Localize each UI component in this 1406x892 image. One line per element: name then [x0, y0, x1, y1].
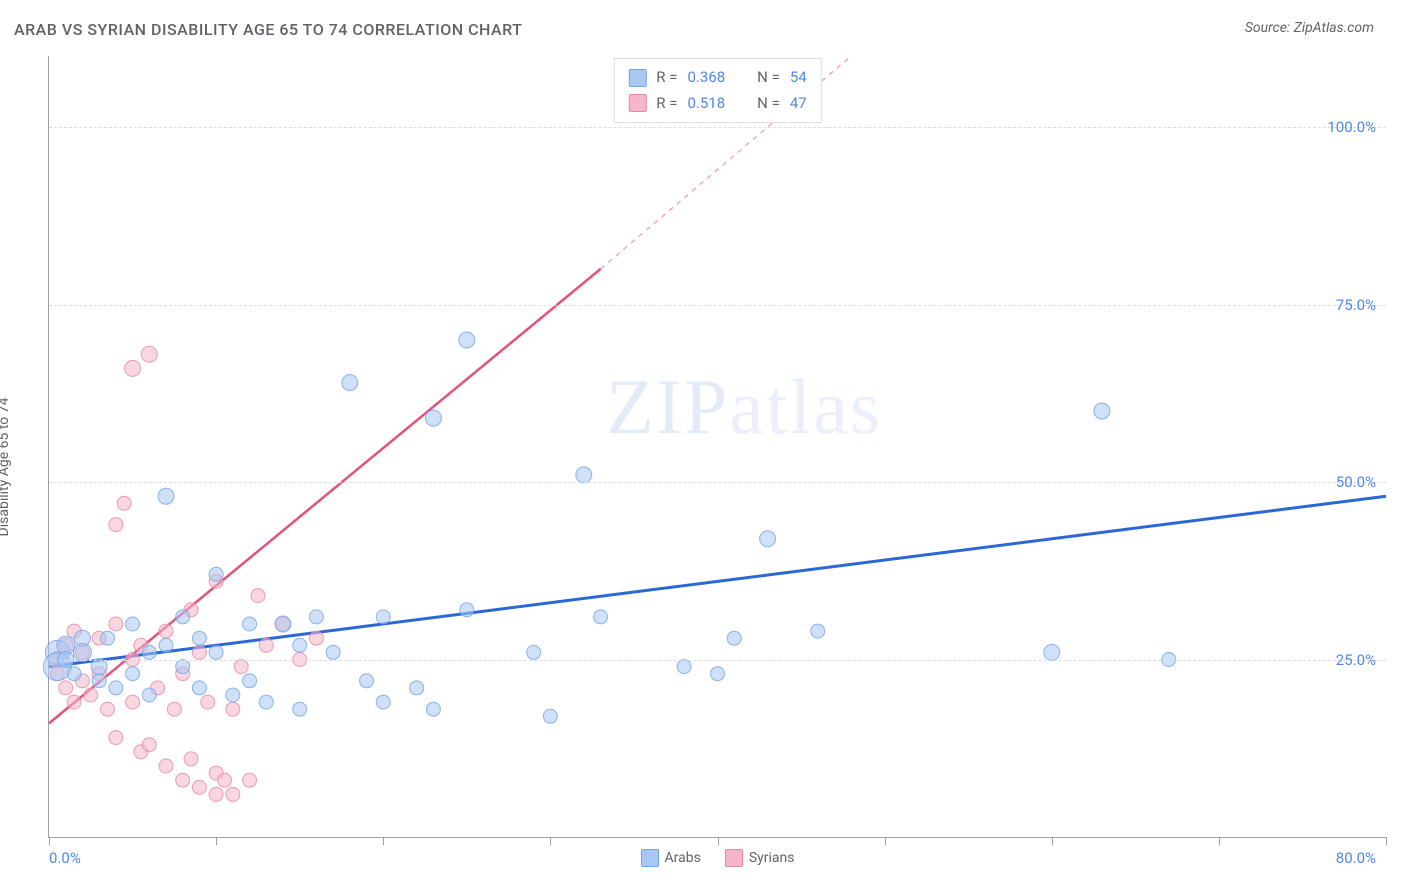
- plot-area: ZIPatlas R = 0.368 N = 54 R = 0.518 N = …: [48, 56, 1386, 838]
- chart-container: Disability Age 65 to 74 ZIPatlas R = 0.3…: [14, 56, 1386, 878]
- x-axis-label-min: 0.0%: [49, 849, 81, 867]
- y-tick-label: 25.0%: [1336, 651, 1376, 669]
- gridline-h: [49, 660, 1386, 661]
- y-axis-label: Disability Age 65 to 74: [0, 398, 12, 537]
- x-tick: [216, 837, 217, 845]
- x-tick: [383, 837, 384, 845]
- x-tick: [885, 837, 886, 845]
- stats-row-series1: R = 0.368 N = 54: [628, 65, 806, 91]
- legend-item-series1: Arabs: [641, 849, 701, 867]
- gridline-h: [49, 305, 1386, 306]
- legend-item-series2: Syrians: [725, 849, 795, 867]
- y-tick-label: 100.0%: [1327, 118, 1376, 136]
- x-tick: [718, 837, 719, 845]
- y-tick-label: 50.0%: [1336, 473, 1376, 491]
- x-tick: [550, 837, 551, 845]
- stats-row-series2: R = 0.518 N = 47: [628, 91, 806, 117]
- swatch-series2: [628, 94, 646, 112]
- swatch-series2: [725, 849, 743, 867]
- y-tick-label: 75.0%: [1336, 296, 1376, 314]
- series-legend: Arabs Syrians: [641, 849, 795, 867]
- x-tick: [1386, 837, 1387, 845]
- scatter-svg: [49, 56, 1386, 837]
- swatch-series1: [628, 69, 646, 87]
- x-tick: [1052, 837, 1053, 845]
- chart-title: ARAB VS SYRIAN DISABILITY AGE 65 TO 74 C…: [14, 20, 522, 39]
- legend-label-series2: Syrians: [749, 850, 795, 866]
- stats-legend-box: R = 0.368 N = 54 R = 0.518 N = 47: [613, 58, 821, 123]
- swatch-series1: [641, 849, 659, 867]
- source-attribution: Source: ZipAtlas.com: [1245, 20, 1374, 36]
- x-tick: [1219, 837, 1220, 845]
- legend-label-series1: Arabs: [665, 850, 701, 866]
- chart-header: ARAB VS SYRIAN DISABILITY AGE 65 TO 74 C…: [0, 0, 1406, 51]
- gridline-h: [49, 482, 1386, 483]
- x-tick: [49, 837, 50, 845]
- gridline-h: [49, 127, 1386, 128]
- x-axis-label-max: 80.0%: [1336, 849, 1376, 867]
